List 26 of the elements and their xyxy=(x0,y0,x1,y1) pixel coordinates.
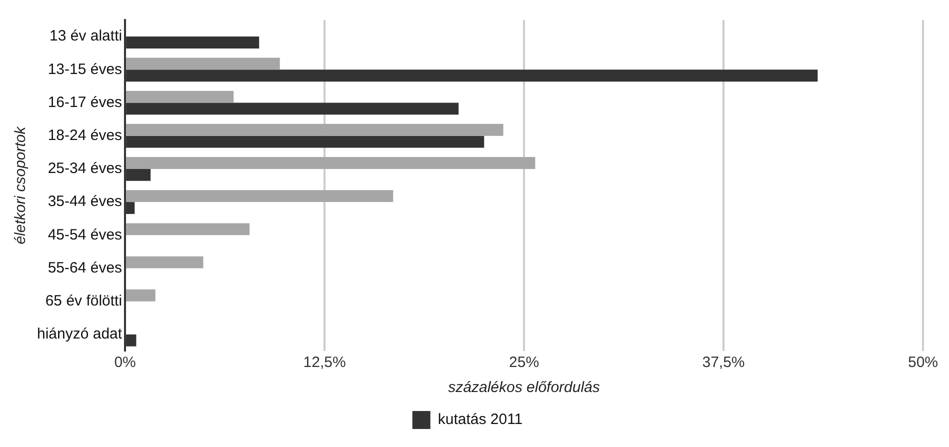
y-tick-label: 25-34 éves xyxy=(48,160,122,178)
bar xyxy=(126,190,394,202)
x-tick-label: 0% xyxy=(114,354,136,372)
y-tick-label: 45-54 éves xyxy=(48,226,122,244)
legend-label: kutatás 2011 xyxy=(438,411,523,428)
bar xyxy=(126,289,156,302)
y-tick-label: 13-15 éves xyxy=(48,60,122,78)
x-tick-label: 50% xyxy=(908,354,938,372)
x-tick-label: 12,5% xyxy=(303,354,346,372)
bar xyxy=(126,58,280,70)
y-tick-label: 18-24 éves xyxy=(48,126,122,144)
y-axis-title: életkori csoportok xyxy=(12,125,30,244)
x-tick-label: 37,5% xyxy=(702,354,745,372)
bar xyxy=(126,90,234,103)
y-tick-label: 65 év fölötti xyxy=(45,292,122,310)
y-tick-label: 55-64 éves xyxy=(48,259,122,276)
bar xyxy=(126,157,536,169)
y-tick-label: 13 év alatti xyxy=(50,28,122,45)
x-axis-title: százalékos előfordulás xyxy=(448,379,600,396)
x-tick-label: 25% xyxy=(509,354,540,372)
y-tick-label: 16-17 éves xyxy=(48,94,122,111)
bar xyxy=(126,124,504,136)
y-tick-label: hiányzó adat xyxy=(36,326,123,343)
bar xyxy=(126,223,250,236)
bar xyxy=(126,256,204,268)
y-tick-label: 35-44 éves xyxy=(48,193,122,210)
